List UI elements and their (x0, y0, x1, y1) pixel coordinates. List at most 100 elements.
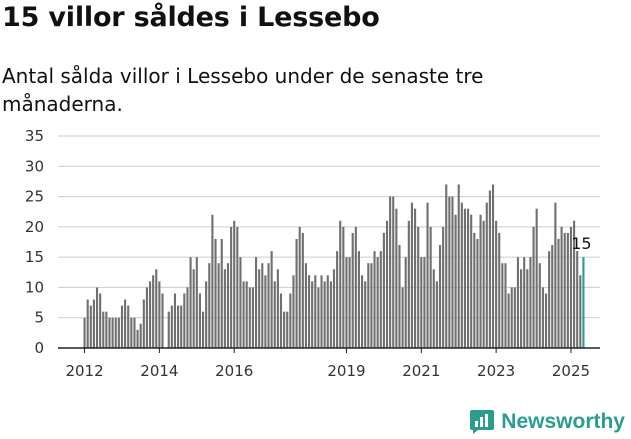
bar (161, 293, 164, 348)
bar (189, 257, 192, 348)
bar (292, 275, 295, 348)
bar (451, 196, 454, 348)
bar (367, 263, 370, 348)
bar (495, 220, 498, 348)
bar (264, 275, 267, 348)
bar (385, 220, 389, 348)
bar (460, 202, 463, 348)
bar (211, 214, 214, 348)
bar (376, 257, 379, 348)
bar (83, 317, 86, 348)
bar (554, 202, 557, 348)
bar (557, 238, 560, 348)
bar (370, 263, 373, 348)
bar (389, 196, 392, 348)
bar (314, 275, 317, 348)
bar (242, 281, 245, 348)
bar (332, 269, 336, 348)
bar (501, 263, 504, 348)
y-tick-label: 25 (25, 188, 44, 206)
bar (124, 299, 127, 348)
bar (120, 305, 124, 348)
bar (117, 317, 120, 348)
bar (523, 257, 526, 348)
bar (538, 263, 541, 348)
bar (448, 196, 451, 348)
bar (510, 287, 513, 348)
bar (414, 208, 417, 348)
bar (208, 263, 211, 348)
bar (158, 281, 161, 348)
x-axis-ticks: 2012 2014 2016 2019 2021 2023 2025 (65, 348, 590, 380)
bar (507, 293, 510, 348)
x-tick-label: 2025 (552, 362, 590, 380)
bar (236, 226, 239, 348)
bar (504, 263, 507, 348)
y-tick-label: 35 (25, 127, 44, 145)
x-tick-label: 2014 (140, 362, 178, 380)
x-tick-label: 2023 (477, 362, 515, 380)
bar (348, 257, 351, 348)
bar (220, 238, 223, 348)
bar (364, 281, 367, 348)
bar (323, 281, 326, 348)
bar (410, 202, 414, 348)
bar (276, 269, 279, 348)
bar (417, 226, 420, 348)
bar (192, 269, 195, 348)
bar (145, 287, 148, 348)
bar (177, 305, 180, 348)
bar (423, 257, 426, 348)
bar (361, 275, 364, 348)
bar (541, 287, 544, 348)
bar (432, 269, 435, 348)
bar (102, 311, 105, 348)
bar (273, 281, 276, 348)
bar (130, 317, 133, 348)
y-tick-label: 15 (25, 248, 44, 266)
bar (148, 281, 152, 348)
bar (395, 208, 398, 348)
bar (254, 257, 258, 348)
bar (301, 232, 304, 348)
bar (95, 287, 99, 348)
bar (516, 257, 520, 348)
bar (286, 311, 289, 348)
y-tick-label: 20 (25, 218, 44, 236)
newsworthy-logo: Newsworthy (469, 409, 625, 435)
bar (382, 232, 385, 348)
bar (535, 208, 538, 348)
bar (470, 214, 473, 348)
bar (139, 323, 142, 348)
bar (127, 305, 130, 348)
newsworthy-icon (470, 410, 495, 434)
bar (573, 220, 576, 348)
bar (114, 317, 117, 348)
bar (354, 226, 357, 348)
bar (214, 238, 217, 348)
bar (548, 251, 551, 348)
bar (251, 287, 254, 348)
bar (111, 317, 114, 348)
bar (223, 269, 226, 348)
bars (83, 184, 585, 348)
bar (442, 226, 445, 348)
bar (485, 202, 488, 348)
x-tick-label: 2019 (327, 362, 365, 380)
page-subtitle: Antal sålda villor i Lessebo under de se… (2, 64, 484, 116)
x-tick-label: 2016 (215, 362, 253, 380)
bar (298, 226, 301, 348)
bar (186, 287, 189, 348)
bar (392, 196, 395, 348)
bar (201, 311, 205, 348)
bar (173, 293, 177, 348)
bar (86, 299, 89, 348)
bar (283, 311, 286, 348)
x-tick-label: 2021 (402, 362, 440, 380)
bar (261, 263, 264, 348)
bar (92, 299, 95, 348)
bar (576, 251, 579, 348)
bar (544, 293, 548, 348)
bar (569, 226, 573, 348)
